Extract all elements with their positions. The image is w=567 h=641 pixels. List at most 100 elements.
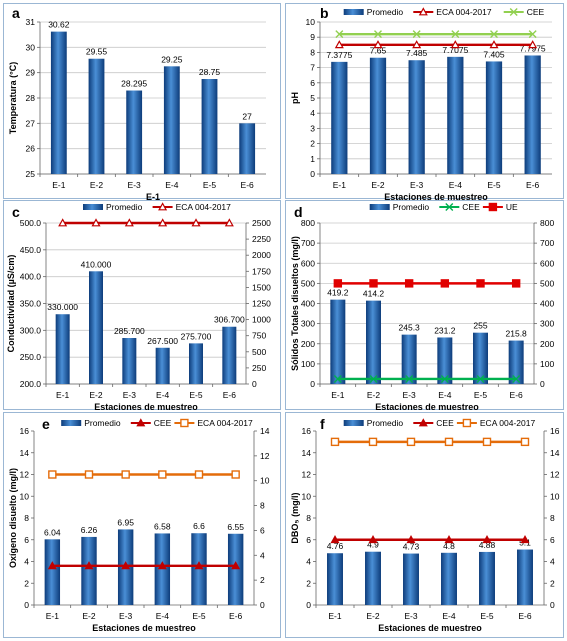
y2-tick-label: 1500	[252, 282, 271, 292]
line-marker	[194, 561, 204, 570]
line-marker	[334, 40, 344, 49]
data-label: 6.58	[154, 521, 171, 531]
y2-tick-label: 4	[260, 550, 265, 560]
y-tick-label: 27	[26, 118, 36, 128]
line-marker	[48, 470, 57, 479]
chart-panel-a: 25 26 27 28 29 30 31 30.62 E-1 29.55 E-2 28.295 E-3 2…	[3, 3, 281, 202]
data-label: 7.405	[483, 49, 505, 59]
panel-letter: d	[294, 204, 303, 220]
bar	[447, 56, 464, 174]
bar	[408, 60, 425, 175]
y-tick-label: 500.0	[20, 218, 42, 228]
line-marker	[440, 374, 449, 383]
bar	[479, 551, 495, 605]
line-marker	[374, 30, 382, 39]
line-marker	[406, 437, 416, 447]
data-label: 29.25	[161, 54, 183, 64]
x-tick-label: E-3	[128, 180, 142, 190]
x-tick-label: E-6	[223, 390, 237, 400]
y-tick-label: 3	[310, 123, 315, 133]
bar	[473, 332, 488, 384]
line-marker	[440, 279, 450, 288]
data-label: 4.8	[443, 541, 455, 551]
line-marker	[330, 437, 340, 447]
legend-entry: CEE	[436, 418, 454, 428]
y-tick-label: 0	[310, 169, 315, 179]
line-marker	[405, 374, 414, 383]
data-label: 7.485	[406, 48, 428, 58]
x-tick-label: E-2	[89, 390, 103, 400]
y2-tick-label: 0	[252, 379, 257, 389]
y2-tick-label: 2500	[252, 218, 271, 228]
x-tick-label: E-3	[119, 611, 133, 621]
legend-marker	[462, 418, 472, 428]
y-tick-label: 6	[310, 78, 315, 88]
y2-tick-label: 500	[540, 278, 554, 288]
line-marker	[528, 30, 537, 39]
line-marker	[158, 470, 167, 479]
data-label: 7.3775	[326, 50, 352, 60]
y-tick-label: 2	[306, 578, 311, 588]
legend-entry: CEE	[154, 418, 172, 428]
y2-tick-label: 12	[550, 470, 560, 480]
bar	[331, 61, 348, 174]
x-axis-label: E-1	[146, 192, 160, 202]
x-tick-label: E-6	[241, 180, 255, 190]
legend-entry: UE	[506, 202, 518, 212]
data-label: 6.26	[81, 525, 98, 535]
y-tick-label: 8	[310, 47, 315, 57]
bar	[239, 123, 256, 174]
bar	[369, 57, 387, 174]
x-tick-label: E-3	[123, 390, 137, 400]
y-tick-label: 30	[26, 42, 36, 52]
legend-entry: ECA 004-2017	[480, 418, 536, 428]
line-marker	[476, 279, 485, 288]
bar	[50, 31, 67, 175]
bar	[365, 551, 381, 605]
data-label: 29.55	[86, 47, 108, 57]
chart-panel-b: 0 1 2 3 4 5 6 7 8 9 10 7.3775 E-1 7.65 E-2 7.485 E-3 7.70…	[285, 3, 564, 202]
line-marker	[124, 218, 134, 227]
y2-tick-label: 8	[550, 513, 555, 523]
bar	[155, 347, 170, 384]
chart-panel-c: 200.0 250.0 300.0 350.0 400.0 450.0 500.0 0 250 5…	[3, 200, 281, 412]
y2-tick-label: 16	[550, 426, 560, 436]
y-tick-label: 450.0	[20, 245, 42, 255]
y-tick-label: 7	[310, 63, 315, 73]
legend-swatch	[343, 9, 364, 15]
line-marker	[121, 470, 130, 479]
y2-tick-label: 8	[260, 501, 265, 511]
data-label: 7.7975	[520, 43, 546, 53]
y-tick-label: 800	[301, 218, 315, 228]
panel-letter: f	[320, 416, 325, 432]
x-tick-label: E-2	[90, 180, 104, 190]
y-tick-label: 9	[310, 32, 315, 42]
bar	[524, 55, 541, 175]
x-axis-label: Estaciones de muestreo	[375, 402, 479, 412]
line-marker	[511, 279, 521, 288]
x-tick-label: E-2	[82, 611, 96, 621]
data-label: 255	[473, 321, 487, 331]
line-marker	[482, 437, 492, 447]
legend-marker	[488, 202, 498, 212]
y-tick-label: 4	[306, 557, 311, 567]
y2-tick-label: 14	[550, 448, 560, 458]
legend-swatch	[343, 420, 364, 426]
data-label: 30.62	[48, 20, 70, 30]
y-tick-label: 4	[310, 108, 315, 118]
line-marker	[444, 535, 454, 544]
x-tick-label: E-4	[156, 390, 170, 400]
line-marker	[489, 40, 499, 49]
y-tick-label: 5	[310, 93, 315, 103]
line-marker	[368, 535, 378, 544]
y2-tick-label: 750	[252, 331, 266, 341]
y-tick-label: 16	[20, 426, 30, 436]
y-tick-label: 16	[302, 426, 312, 436]
data-label: 6.95	[117, 517, 134, 527]
y2-tick-label: 500	[252, 347, 266, 357]
y-tick-label: 10	[302, 491, 312, 501]
y2-tick-label: 4	[550, 557, 555, 567]
x-tick-label: E-4	[165, 180, 179, 190]
x-tick-label: E-4	[156, 611, 170, 621]
y-tick-label: 100	[301, 359, 315, 369]
